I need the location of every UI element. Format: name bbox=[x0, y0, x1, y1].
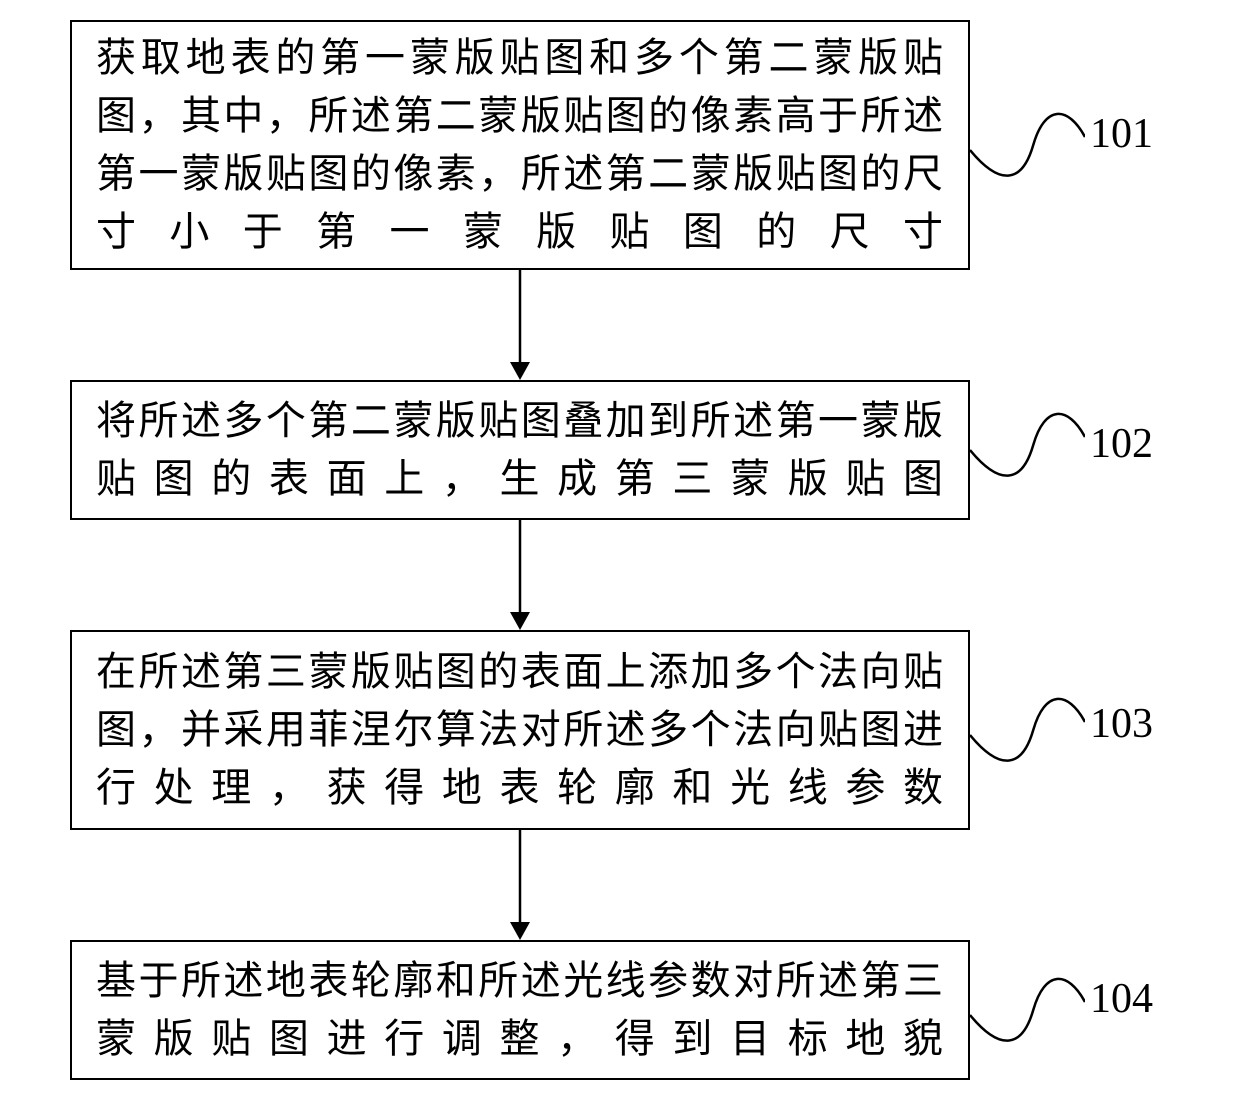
step-text: 获取地表的第一蒙版贴图和多个第二蒙版贴图，其中，所述第二蒙版贴图的像素高于所述第… bbox=[96, 29, 944, 261]
step-text: 在所述第三蒙版贴图的表面上添加多个法向贴图，并采用菲涅尔算法对所述多个法向贴图进… bbox=[96, 643, 944, 817]
label-connector-icon bbox=[970, 85, 1085, 205]
label-connector-icon bbox=[970, 385, 1085, 505]
step-label-104: 104 bbox=[1090, 975, 1153, 1023]
arrow-down-icon bbox=[500, 830, 540, 940]
flowchart-step-101: 获取地表的第一蒙版贴图和多个第二蒙版贴图，其中，所述第二蒙版贴图的像素高于所述第… bbox=[70, 20, 970, 270]
flowchart-canvas: 获取地表的第一蒙版贴图和多个第二蒙版贴图，其中，所述第二蒙版贴图的像素高于所述第… bbox=[0, 0, 1240, 1100]
step-label-102: 102 bbox=[1090, 420, 1153, 468]
step-label-103: 103 bbox=[1090, 700, 1153, 748]
step-text: 基于所述地表轮廓和所述光线参数对所述第三蒙版贴图进行调整，得到目标地貌 bbox=[96, 952, 944, 1068]
step-label-101: 101 bbox=[1090, 110, 1153, 158]
step-text: 将所述多个第二蒙版贴图叠加到所述第一蒙版贴图的表面上，生成第三蒙版贴图 bbox=[96, 392, 944, 508]
flowchart-step-104: 基于所述地表轮廓和所述光线参数对所述第三蒙版贴图进行调整，得到目标地貌 bbox=[70, 940, 970, 1080]
label-connector-icon bbox=[970, 950, 1085, 1070]
flowchart-step-103: 在所述第三蒙版贴图的表面上添加多个法向贴图，并采用菲涅尔算法对所述多个法向贴图进… bbox=[70, 630, 970, 830]
label-connector-icon bbox=[970, 670, 1085, 790]
arrow-down-icon bbox=[500, 520, 540, 630]
arrow-down-icon bbox=[500, 270, 540, 380]
flowchart-step-102: 将所述多个第二蒙版贴图叠加到所述第一蒙版贴图的表面上，生成第三蒙版贴图 bbox=[70, 380, 970, 520]
